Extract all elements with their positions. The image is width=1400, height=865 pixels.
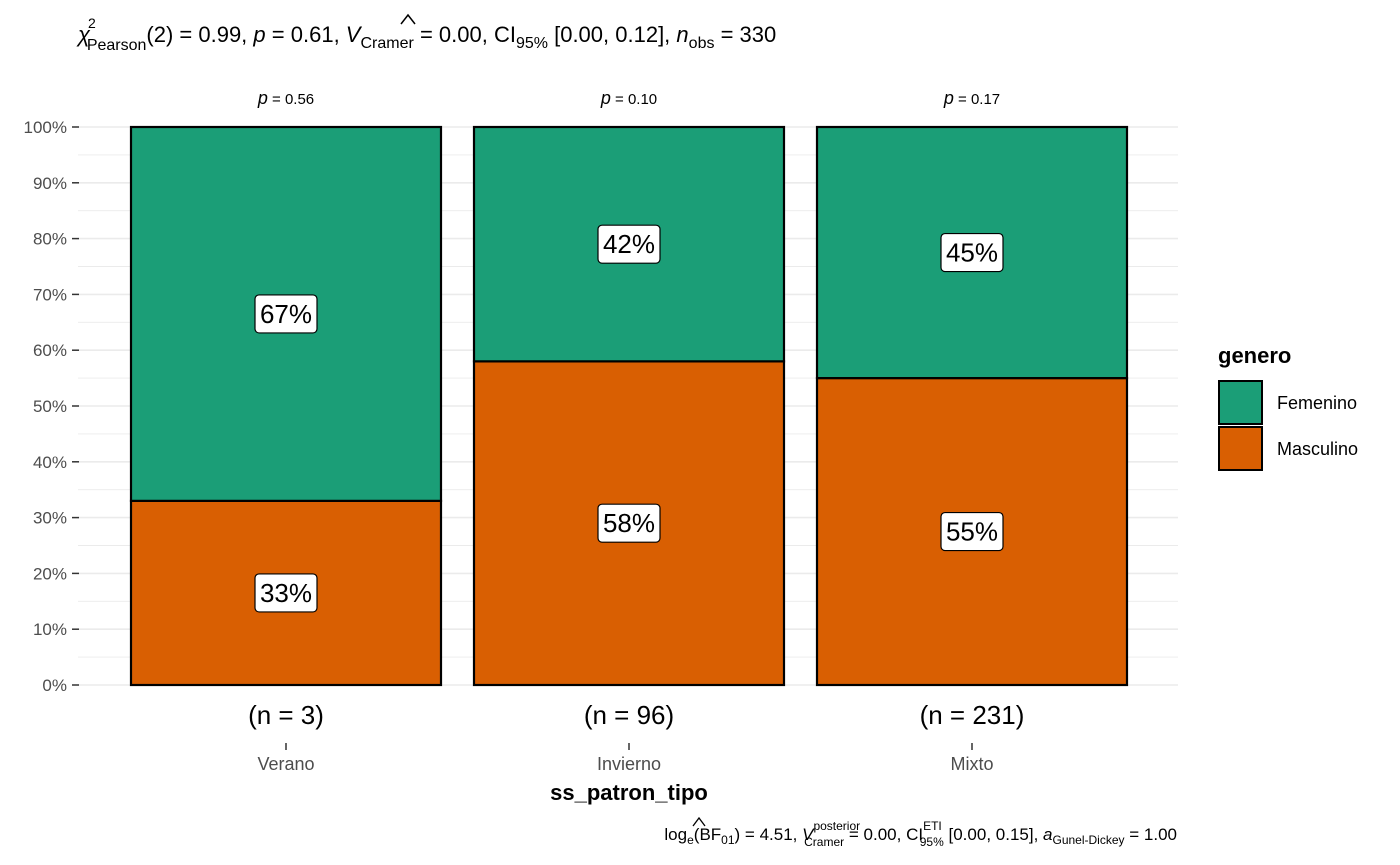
y-tick-label: 40% <box>33 453 67 472</box>
caption-ci-sub: 95% <box>920 835 944 849</box>
p-label: p <box>252 22 265 47</box>
legend-swatch <box>1218 426 1263 471</box>
p-value: = 0.61, <box>266 22 346 47</box>
legend: genero Femenino Masculino <box>1218 343 1358 471</box>
data-label: 67% <box>260 299 312 329</box>
n-sub: obs <box>689 35 715 52</box>
data-label-box <box>940 511 1004 552</box>
chi-symbol: χ <box>76 22 91 47</box>
x-tick-label: Verano <box>257 754 314 774</box>
legend-label: Femenino <box>1277 393 1357 413</box>
count-label: (n = 231) <box>920 700 1025 730</box>
chart-caption: loge(BF01) = 4.51, Vposterior Cramer = 0.… <box>664 819 1177 849</box>
chi-sup: 2 <box>88 15 96 31</box>
caption-v-sub: Cramer <box>804 835 844 849</box>
y-tick-label: 20% <box>33 564 67 583</box>
bar-segment <box>815 125 1129 380</box>
df-value: (2) = 0.99, <box>146 22 253 47</box>
count-label: (n = 3) <box>248 700 324 730</box>
caption-ci-sup: ETI <box>923 819 942 833</box>
x-tick-label: Mixto <box>950 754 993 774</box>
data-label: 45% <box>946 238 998 268</box>
v-label: V <box>346 22 363 47</box>
p-value-label: p = 0.10 <box>600 88 657 108</box>
x-tick-label: Invierno <box>597 754 661 774</box>
p-value-label: p = 0.17 <box>943 88 1000 108</box>
y-tick-label: 60% <box>33 341 67 360</box>
data-label-box <box>597 503 661 543</box>
data-label: 42% <box>603 229 655 259</box>
log-sub: e <box>687 833 694 847</box>
legend-label: Masculino <box>1277 439 1358 459</box>
v-hat <box>400 13 416 25</box>
data-label: 33% <box>260 578 312 608</box>
y-tick-label: 70% <box>33 285 67 304</box>
log-label: log <box>664 825 687 844</box>
caption-v-hat <box>692 816 706 827</box>
data-label: 58% <box>603 508 655 538</box>
y-tick-label: 0% <box>42 676 67 695</box>
p-value-label: p = 0.56 <box>257 88 314 108</box>
bars <box>129 125 1129 687</box>
v-sub: Cramer <box>360 35 414 52</box>
a-label: a <box>1043 825 1052 844</box>
y-tick-label: 30% <box>33 509 67 528</box>
a-sub: Gunel-Dickey <box>1053 833 1125 847</box>
bf-sub: 01 <box>721 833 735 847</box>
chi-sub: Pearson <box>87 37 147 54</box>
y-tick-label: 80% <box>33 230 67 249</box>
data-label-box <box>254 573 318 613</box>
y-tick-label: 100% <box>24 118 67 137</box>
caption-v-value: = 0.00, CI <box>844 825 923 844</box>
data-label: 55% <box>946 517 998 547</box>
x-axis: (n = 3) Verano p = 0.56 (n = 96) Invierno p =… <box>248 88 1024 774</box>
caption-v-label: V <box>802 825 815 844</box>
n-label: n <box>676 22 688 47</box>
data-label-box <box>940 232 1004 273</box>
n-value: = 330 <box>714 22 776 47</box>
legend-title: genero <box>1218 343 1291 368</box>
data-label-box <box>597 224 661 264</box>
count-label: (n = 96) <box>584 700 674 730</box>
chart-subtitle: χ2 Pearson(2) = 0.99, p = 0.61, VCramer =… <box>76 15 776 54</box>
bf-close: ) = 4.51, <box>735 825 803 844</box>
a-value: = 1.00 <box>1125 825 1177 844</box>
caption-ci-value: [0.00, 0.15], <box>944 825 1043 844</box>
caption-v-sup: posterior <box>813 819 860 833</box>
data-label-box <box>254 294 318 334</box>
y-tick-label: 50% <box>33 397 67 416</box>
v-value: = 0.00, CI <box>414 22 516 47</box>
legend-swatch <box>1218 380 1263 425</box>
bf-open: (BF <box>694 825 721 844</box>
y-tick-label: 90% <box>33 174 67 193</box>
y-tick-label: 10% <box>33 620 67 639</box>
ci-sub: 95% <box>516 35 548 52</box>
y-axis: 0% 10% 20% 30% 40% 50% 60% 70% 80% 90% 100% <box>24 118 79 695</box>
bar-labels: 33% 67% 58% 42% 55% 45% <box>254 224 1004 613</box>
x-axis-title: ss_patron_tipo <box>550 780 708 805</box>
ci-value: [0.00, 0.12], <box>548 22 676 47</box>
